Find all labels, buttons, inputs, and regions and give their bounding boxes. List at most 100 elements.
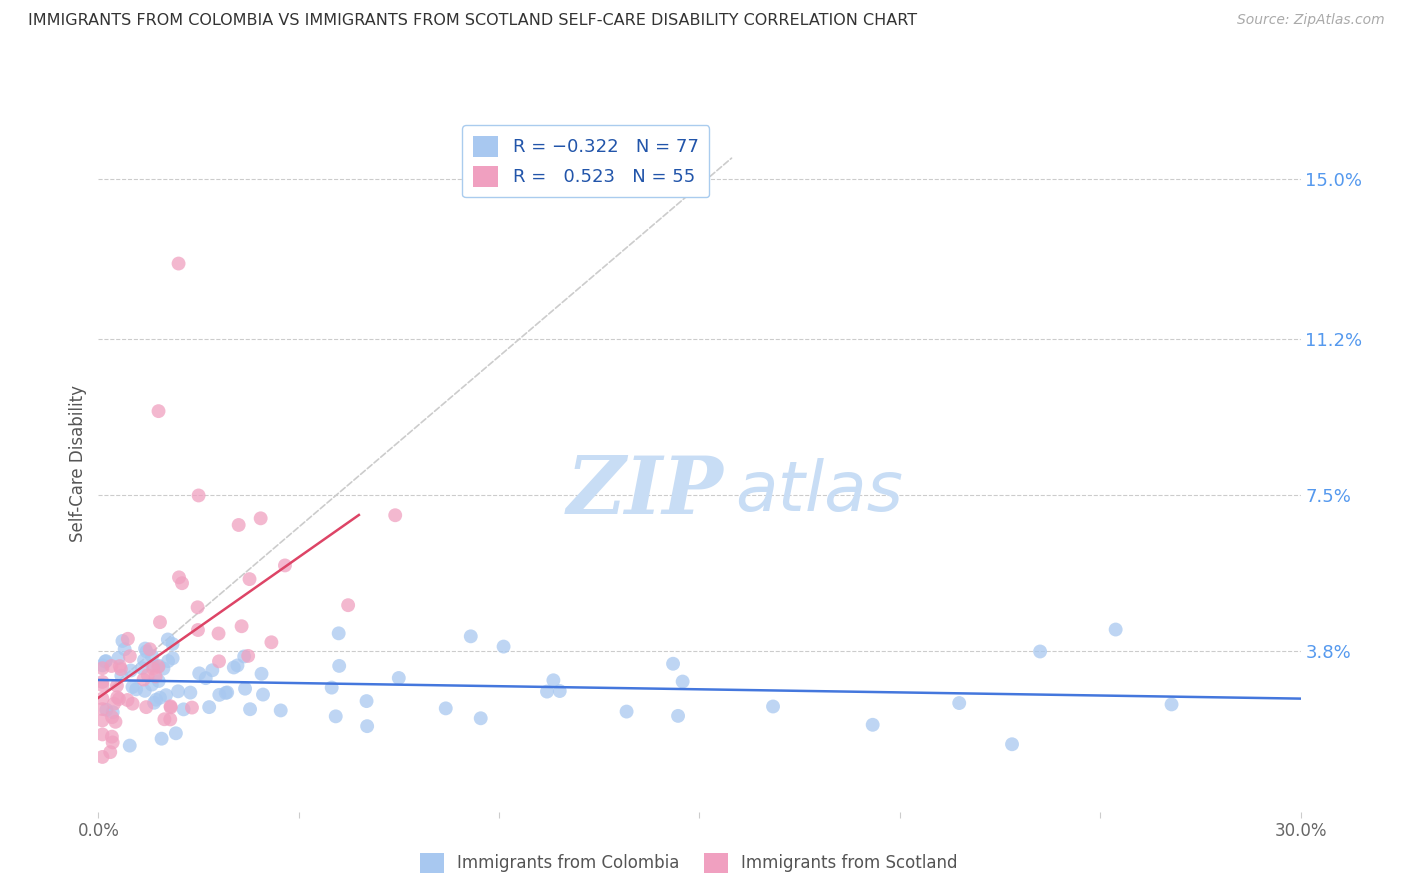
Point	[135, 700, 157, 714]
Point	[120, 664, 142, 678]
Point	[98, 745, 121, 759]
Point	[187, 488, 209, 502]
Point	[536, 684, 558, 698]
Point	[148, 658, 170, 673]
Point	[100, 659, 122, 673]
Point	[111, 634, 134, 648]
Point	[91, 678, 114, 692]
Point	[666, 709, 689, 723]
Point	[117, 632, 139, 646]
Point	[543, 673, 565, 688]
Point	[328, 626, 350, 640]
Point	[91, 661, 114, 675]
Point	[121, 680, 143, 694]
Point	[337, 598, 360, 612]
Point	[325, 709, 347, 723]
Point	[194, 671, 217, 685]
Point	[460, 629, 482, 643]
Point	[142, 661, 165, 675]
Point	[662, 657, 685, 671]
Point	[91, 727, 114, 741]
Point	[132, 653, 155, 667]
Point	[233, 681, 256, 696]
Point	[179, 685, 201, 699]
Point	[91, 750, 114, 764]
Point	[148, 660, 170, 674]
Point	[117, 693, 139, 707]
Point	[862, 718, 884, 732]
Point	[249, 511, 271, 525]
Point	[215, 686, 238, 700]
Point	[159, 699, 181, 714]
Point	[167, 570, 190, 584]
Point	[108, 692, 131, 706]
Point	[134, 683, 156, 698]
Point	[118, 739, 141, 753]
Point	[134, 641, 156, 656]
Point	[321, 681, 343, 695]
Point	[141, 677, 163, 691]
Point	[107, 651, 129, 665]
Point	[101, 705, 124, 719]
Point	[672, 674, 695, 689]
Point	[187, 600, 209, 615]
Point	[94, 654, 117, 668]
Point	[233, 649, 256, 664]
Point	[132, 673, 155, 687]
Point	[139, 642, 162, 657]
Point	[1001, 737, 1024, 751]
Point	[948, 696, 970, 710]
Point	[159, 712, 181, 726]
Point	[1029, 644, 1052, 658]
Point	[94, 655, 117, 669]
Point	[114, 642, 136, 657]
Point	[222, 660, 245, 674]
Point	[105, 690, 128, 705]
Point	[356, 719, 378, 733]
Point	[252, 688, 274, 702]
Point	[162, 637, 184, 651]
Point	[157, 654, 180, 668]
Point	[238, 572, 260, 586]
Point	[152, 662, 174, 676]
Point	[616, 705, 638, 719]
Point	[187, 623, 209, 637]
Point	[470, 711, 492, 725]
Point	[141, 648, 163, 663]
Point	[135, 644, 157, 658]
Point	[91, 714, 114, 728]
Point	[156, 632, 179, 647]
Point	[236, 648, 259, 663]
Point	[148, 673, 170, 688]
Point	[91, 675, 114, 690]
Point	[328, 659, 350, 673]
Point	[101, 710, 124, 724]
Point	[250, 666, 273, 681]
Point	[125, 682, 148, 697]
Point	[148, 404, 170, 418]
Y-axis label: Self-Care Disability: Self-Care Disability	[69, 385, 87, 542]
Point	[103, 697, 125, 711]
Point	[207, 626, 229, 640]
Point	[181, 700, 204, 714]
Point	[91, 658, 114, 673]
Point	[208, 688, 231, 702]
Point	[101, 735, 124, 749]
Point	[260, 635, 283, 649]
Point	[104, 714, 127, 729]
Point	[226, 658, 249, 673]
Point	[91, 691, 114, 706]
Point	[118, 649, 141, 664]
Point	[762, 699, 785, 714]
Point	[188, 666, 211, 681]
Point	[159, 700, 181, 714]
Point	[153, 712, 176, 726]
Legend: Immigrants from Colombia, Immigrants from Scotland: Immigrants from Colombia, Immigrants fro…	[413, 847, 965, 880]
Point	[121, 697, 143, 711]
Point	[110, 668, 132, 682]
Point	[270, 703, 292, 717]
Point	[356, 694, 378, 708]
Text: ZIP: ZIP	[567, 453, 724, 531]
Point	[91, 702, 114, 716]
Point	[149, 615, 172, 629]
